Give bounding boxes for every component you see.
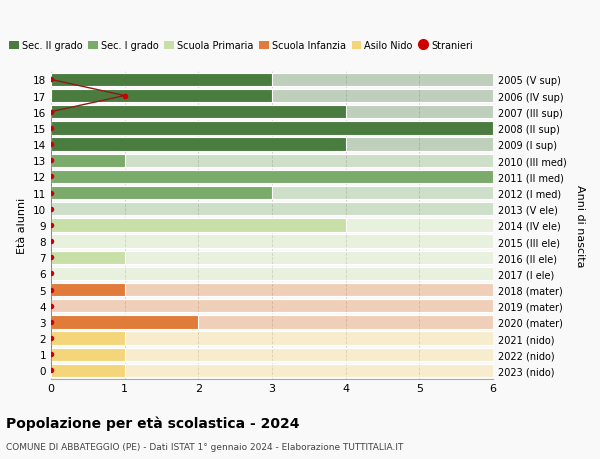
Bar [51,332,493,345]
Bar [51,283,493,297]
Y-axis label: Anni di nascita: Anni di nascita [575,184,585,267]
Point [46,351,56,358]
Point [46,335,56,342]
Point [46,206,56,213]
Bar [51,106,493,119]
Bar [51,219,493,232]
Bar [51,316,198,329]
Point [46,302,56,310]
Point [46,254,56,261]
Bar [51,251,125,264]
Point [46,367,56,375]
Point [46,157,56,164]
Point [46,109,56,116]
Text: COMUNE DI ABBATEGGIO (PE) - Dati ISTAT 1° gennaio 2024 - Elaborazione TUTTITALIA: COMUNE DI ABBATEGGIO (PE) - Dati ISTAT 1… [6,442,403,451]
Bar [51,122,493,135]
Bar [51,251,493,264]
Point [46,174,56,181]
Point [46,77,56,84]
Bar [51,219,346,232]
Bar [51,332,125,345]
Point [46,141,56,148]
Point [46,190,56,197]
Bar [51,364,493,377]
Point [120,93,130,100]
Legend: Sec. II grado, Sec. I grado, Scuola Primaria, Scuola Infanzia, Asilo Nido, Stran: Sec. II grado, Sec. I grado, Scuola Prim… [5,37,477,55]
Point [46,319,56,326]
Bar [51,348,493,361]
Y-axis label: Età alunni: Età alunni [17,197,27,253]
Bar [51,122,493,135]
Text: Popolazione per età scolastica - 2024: Popolazione per età scolastica - 2024 [6,415,299,430]
Bar [51,235,493,248]
Bar [51,73,272,87]
Bar [51,299,493,313]
Point [46,270,56,278]
Bar [51,186,272,200]
Bar [51,138,346,151]
Bar [51,364,125,377]
Bar [51,90,493,103]
Bar [51,203,493,216]
Bar [51,348,125,361]
Bar [51,267,493,280]
Point [46,286,56,294]
Bar [51,170,493,184]
Bar [51,138,493,151]
Bar [51,106,346,119]
Bar [51,90,272,103]
Bar [51,154,125,168]
Bar [51,73,493,87]
Bar [51,170,493,184]
Point [46,125,56,132]
Point [46,222,56,229]
Bar [51,316,493,329]
Bar [51,283,125,297]
Bar [51,154,493,168]
Point [46,238,56,245]
Bar [51,186,493,200]
